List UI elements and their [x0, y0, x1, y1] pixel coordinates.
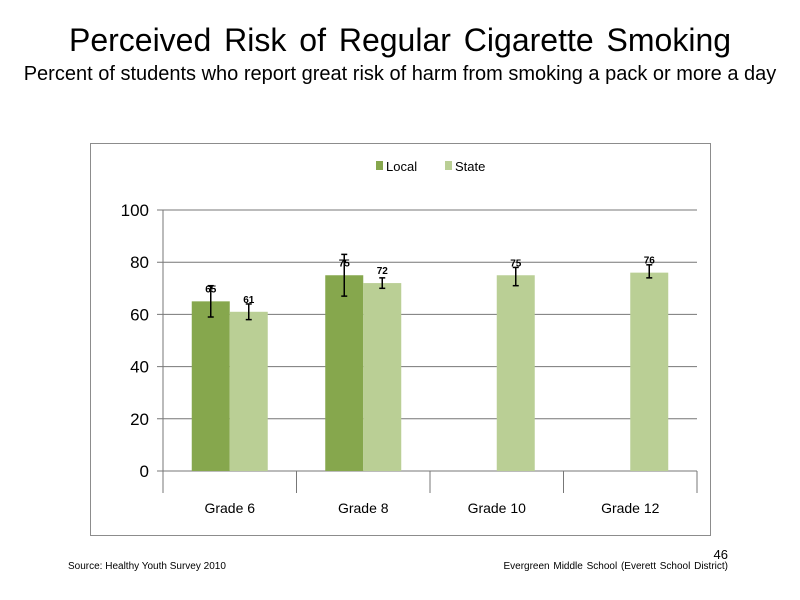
- x-tick-label: Grade 8: [338, 500, 389, 516]
- slide-subtitle: Percent of students who report great ris…: [23, 63, 777, 85]
- x-tick-label: Grade 6: [204, 500, 255, 516]
- school-name: Evergreen Middle School (Everett School …: [503, 561, 728, 572]
- bar-state: [630, 272, 669, 471]
- bar-local: [191, 301, 230, 471]
- bar-state: [496, 275, 535, 471]
- legend-swatch-state: [445, 161, 452, 170]
- data-label: 72: [377, 266, 389, 277]
- x-tick-label: Grade 12: [601, 500, 660, 516]
- slide-title: Perceived Risk of Regular Cigarette Smok…: [68, 22, 732, 58]
- y-tick-label: 60: [130, 305, 149, 324]
- bar-local: [325, 275, 364, 471]
- x-tick-label: Grade 10: [468, 500, 527, 516]
- data-label: 75: [510, 258, 522, 269]
- legend-swatch-local: [376, 161, 383, 170]
- bar-state: [229, 311, 268, 471]
- y-tick-label: 0: [140, 462, 149, 481]
- bar-state: [363, 283, 402, 471]
- y-tick-label: 20: [130, 410, 149, 429]
- source-note: Source: Healthy Youth Survey 2010: [68, 561, 226, 572]
- y-tick-label: 100: [121, 201, 149, 220]
- page-number: 46: [713, 547, 728, 562]
- y-tick-label: 80: [130, 253, 149, 272]
- data-label: 75: [339, 258, 351, 269]
- data-label: 76: [644, 256, 656, 267]
- legend-label-state: State: [455, 159, 485, 174]
- data-label: 61: [243, 295, 255, 306]
- y-tick-label: 40: [130, 358, 149, 377]
- data-label: 65: [205, 284, 217, 295]
- legend-label-local: Local: [386, 159, 417, 174]
